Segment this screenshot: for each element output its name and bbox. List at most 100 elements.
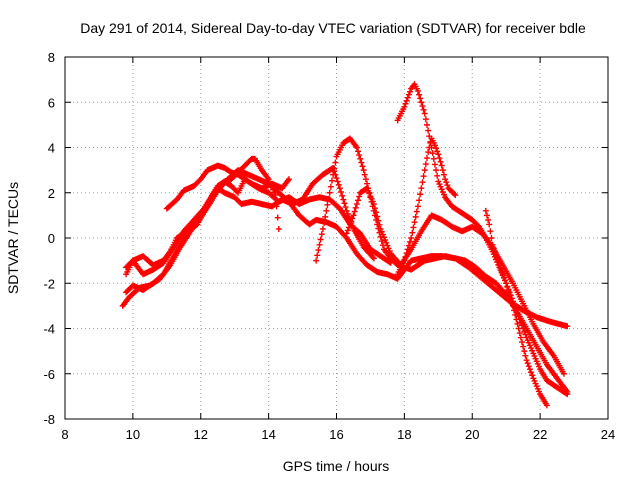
data-point	[360, 167, 367, 174]
data-point	[410, 224, 417, 231]
data-point	[407, 238, 414, 245]
y-tick-label: -6	[43, 367, 55, 382]
data-point	[379, 231, 386, 238]
data-point	[403, 250, 410, 257]
data-point	[434, 148, 441, 155]
data-point	[356, 152, 363, 159]
data-point	[381, 234, 388, 241]
data-point	[274, 214, 281, 221]
data-point	[435, 151, 442, 158]
data-point	[275, 225, 282, 232]
data-point	[497, 265, 504, 272]
data-point	[352, 204, 359, 211]
data-point	[342, 204, 349, 211]
data-point	[405, 242, 412, 249]
data-point	[330, 164, 337, 171]
data-point	[443, 179, 450, 186]
data-markers	[119, 81, 571, 409]
data-point	[285, 176, 292, 183]
data-point	[414, 203, 421, 210]
data-point	[433, 145, 440, 152]
data-point	[334, 178, 341, 185]
data-point	[349, 215, 356, 222]
data-point	[315, 247, 322, 254]
data-point	[521, 328, 528, 335]
y-tick-label: -2	[43, 276, 55, 291]
data-point	[321, 219, 328, 226]
data-point	[487, 228, 494, 235]
data-point	[442, 176, 449, 183]
x-tick-label: 20	[465, 427, 479, 442]
x-tick-label: 10	[126, 427, 140, 442]
data-point	[403, 97, 410, 104]
x-tick-label: 14	[261, 427, 275, 442]
data-point	[520, 343, 527, 350]
data-point	[488, 235, 495, 241]
data-point	[434, 172, 441, 179]
data-point	[361, 171, 368, 178]
data-point	[451, 190, 458, 197]
data-point	[509, 302, 516, 309]
data-point	[491, 248, 498, 255]
data-point	[483, 212, 490, 219]
data-point	[359, 163, 366, 170]
y-tick-label: 2	[48, 186, 55, 201]
data-point	[382, 237, 389, 244]
data-point	[345, 224, 352, 231]
data-point	[493, 251, 500, 258]
x-tick-label: 24	[601, 427, 615, 442]
plot-frame	[64, 56, 609, 420]
data-point	[323, 207, 330, 214]
data-point	[401, 103, 408, 110]
data-point	[371, 205, 378, 212]
data-point	[332, 159, 339, 166]
data-point	[351, 208, 358, 215]
series-track-8	[394, 81, 571, 398]
x-tick-label: 22	[533, 427, 547, 442]
data-point	[322, 213, 329, 220]
data-point	[386, 248, 393, 255]
data-point	[357, 155, 364, 162]
data-point	[523, 357, 530, 364]
data-point	[421, 167, 428, 174]
data-point	[563, 390, 570, 397]
data-point	[502, 290, 509, 297]
data-point	[383, 239, 390, 246]
data-point	[378, 238, 385, 245]
data-point	[499, 271, 506, 278]
data-point	[444, 182, 451, 189]
data-point	[402, 100, 409, 107]
data-point	[436, 155, 443, 162]
data-point	[414, 87, 421, 94]
data-point	[524, 360, 531, 367]
data-point	[369, 254, 376, 261]
data-point	[404, 246, 411, 253]
data-point	[373, 209, 380, 216]
data-point	[339, 192, 346, 199]
data-point	[564, 323, 571, 330]
data-point	[482, 207, 489, 214]
data-point	[517, 334, 524, 341]
data-point	[522, 331, 529, 338]
data-point	[529, 372, 536, 379]
data-point	[338, 188, 345, 195]
data-point	[440, 171, 447, 178]
data-point	[512, 311, 519, 318]
data-point	[374, 213, 381, 220]
y-tick-label: 8	[48, 50, 55, 65]
data-point	[526, 366, 533, 373]
data-point	[420, 106, 427, 113]
data-point	[358, 159, 365, 166]
data-point	[504, 284, 511, 291]
series-track-9	[394, 135, 459, 278]
data-point	[417, 95, 424, 102]
data-point	[543, 402, 550, 409]
data-point	[412, 213, 419, 220]
data-point	[405, 91, 412, 98]
data-point	[313, 257, 320, 264]
data-point	[422, 116, 429, 123]
data-point	[335, 181, 342, 188]
x-axis-ticks: 8 10 12 14 16 18 20 22 24	[61, 57, 615, 442]
series-track-4	[119, 167, 571, 330]
data-point	[433, 167, 440, 174]
